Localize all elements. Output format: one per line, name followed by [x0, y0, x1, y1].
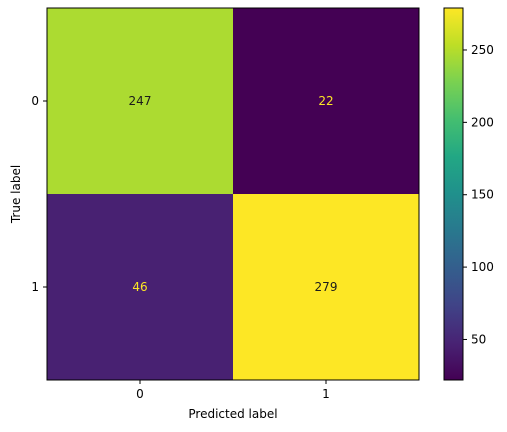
colorbar-tick-label: 100	[471, 260, 494, 274]
colorbar-tick-label: 250	[471, 43, 494, 57]
heatmap-cell-1-0	[47, 194, 234, 381]
colorbar-tick-label: 200	[471, 115, 494, 129]
cell-value-0-1: 22	[318, 94, 333, 108]
y-tick-label: 1	[31, 280, 39, 294]
x-tick-label: 1	[322, 387, 330, 401]
colorbar-tick-label: 150	[471, 188, 494, 202]
cell-value-1-1: 279	[315, 280, 338, 294]
colorbar-tick-label: 50	[471, 332, 486, 346]
y-axis-ticks: 01	[31, 94, 47, 294]
heatmap-cell-0-1	[233, 8, 420, 195]
x-tick-label: 0	[136, 387, 144, 401]
heatmap-cell-1-1	[233, 194, 420, 381]
colorbar	[443, 7, 464, 381]
cell-value-1-0: 46	[132, 280, 147, 294]
plot-frame	[46, 7, 420, 381]
x-axis-label: Predicted label	[188, 407, 277, 421]
heatmap-cell-0-0	[47, 8, 234, 195]
colorbar-ticks: 50 100 150 200 250	[463, 43, 494, 346]
y-axis-label: True label	[9, 165, 23, 224]
heatmap-cells: 247 22 46 279	[47, 8, 420, 381]
y-tick-label: 0	[31, 94, 39, 108]
cell-value-0-0: 247	[129, 94, 152, 108]
